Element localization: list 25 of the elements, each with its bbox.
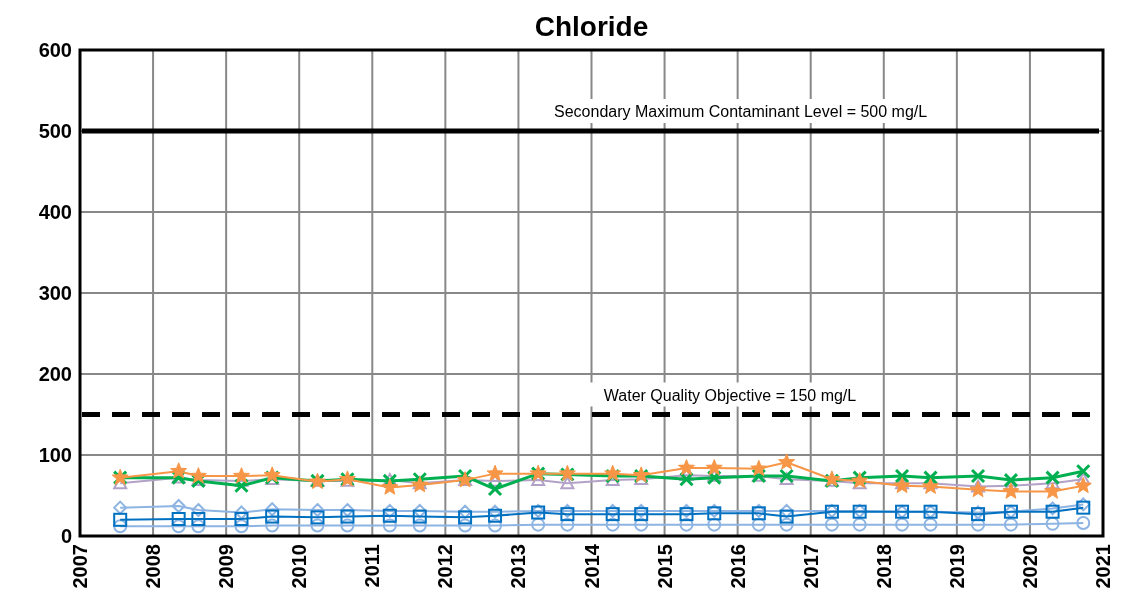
chart-title: Chloride — [534, 11, 649, 42]
x-tick-label: 2021 — [1092, 544, 1114, 589]
x-tick-label: 2018 — [872, 544, 895, 589]
y-tick-label: 500 — [38, 120, 72, 142]
x-tick-label: 2011 — [361, 544, 384, 588]
x-tick-label: 2020 — [1018, 544, 1041, 589]
ref-line-label: Water Quality Objective = 150 mg/L — [603, 386, 857, 404]
x-tick-label: 2017 — [799, 544, 822, 589]
y-tick-label: 300 — [38, 282, 72, 304]
x-tick-label: 2008 — [142, 544, 165, 589]
ref-line-label: Secondary Maximum Contaminant Level = 500 mg/L — [554, 103, 928, 120]
x-tick-label: 2013 — [507, 544, 530, 589]
x-tick-label: 2012 — [434, 544, 457, 589]
x-tick-label: 2019 — [945, 544, 968, 589]
y-tick-label: 600 — [38, 39, 72, 61]
x-tick-label: 2010 — [288, 544, 311, 589]
x-tick-label: 2015 — [653, 544, 676, 589]
y-tick-label: 100 — [38, 444, 72, 466]
x-tick-label: 2007 — [69, 544, 91, 589]
x-tick-label: 2014 — [580, 543, 603, 589]
x-tick-label: 2009 — [215, 544, 238, 589]
y-tick-label: 200 — [38, 363, 72, 385]
x-tick-label: 2016 — [726, 544, 749, 589]
y-tick-label: 0 — [60, 525, 72, 547]
y-tick-label: 400 — [38, 201, 72, 223]
